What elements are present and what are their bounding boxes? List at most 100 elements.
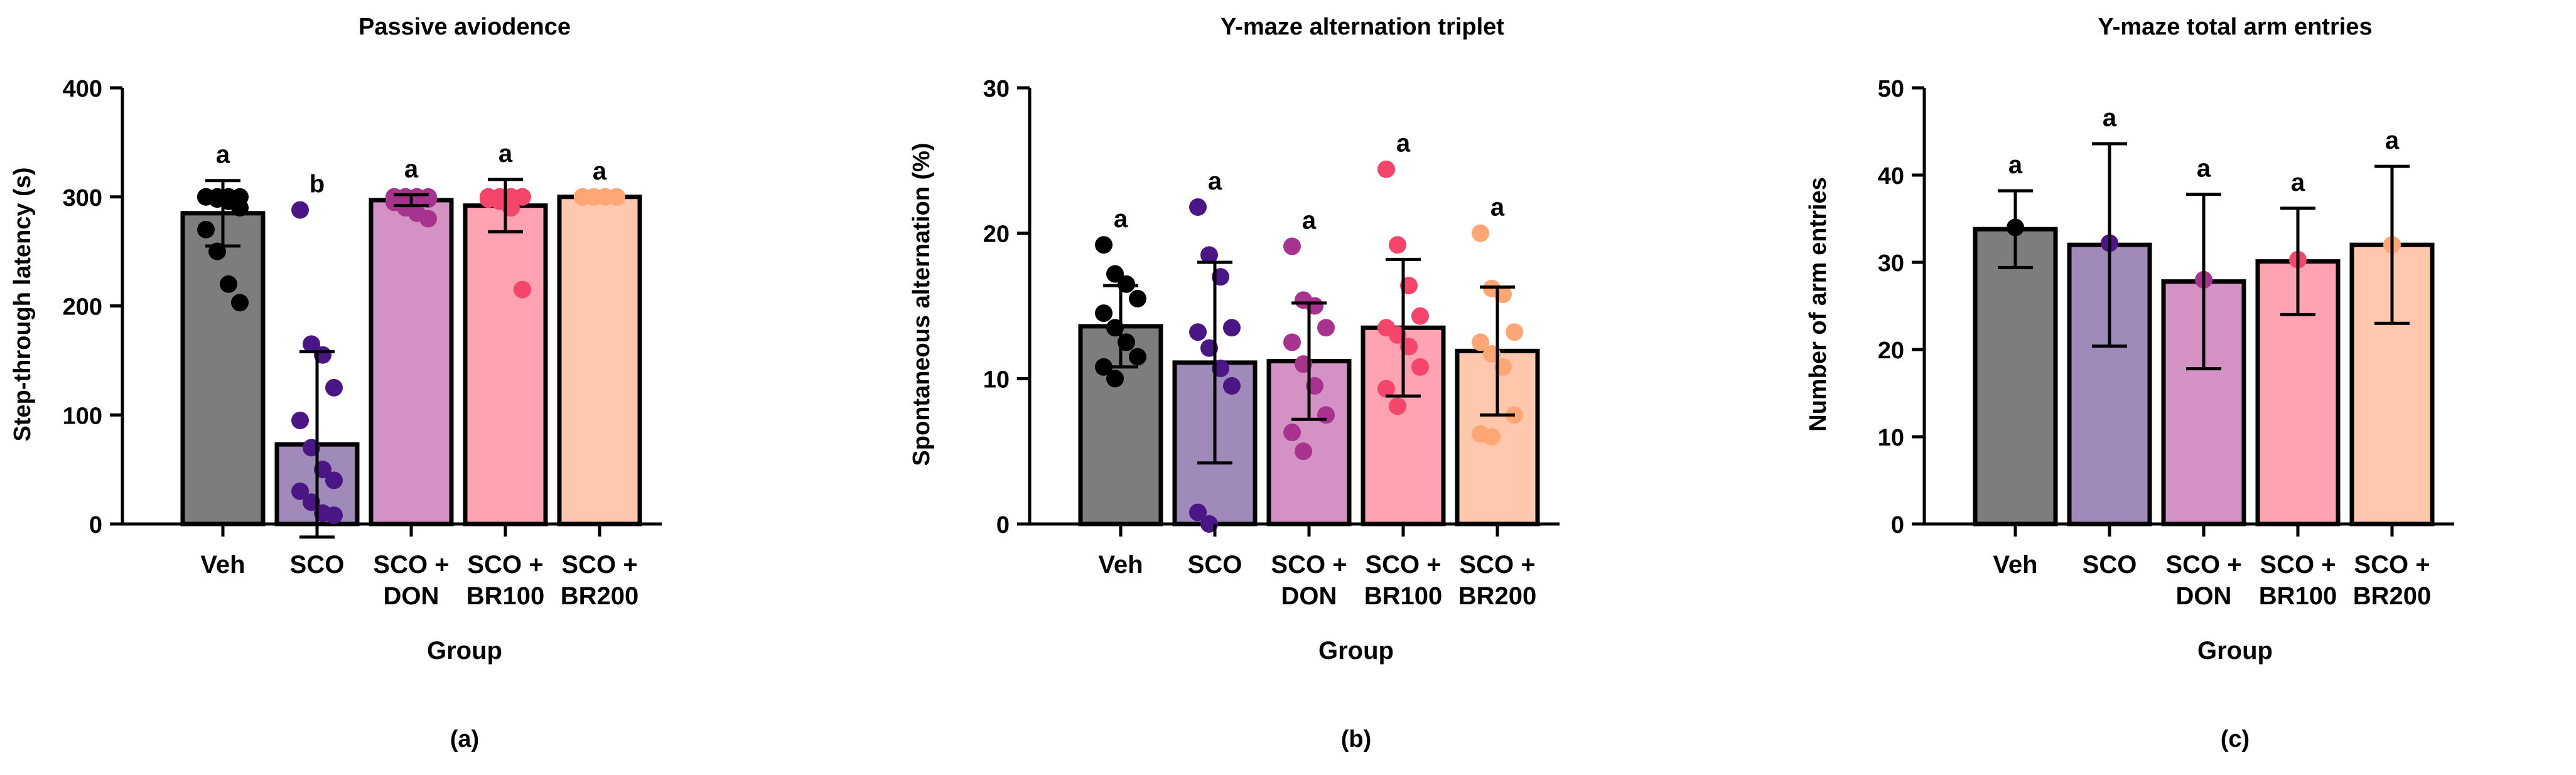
data-point bbox=[1129, 348, 1146, 366]
x-tick-label: DON bbox=[1281, 582, 1337, 610]
data-point bbox=[291, 482, 309, 500]
panel-c-label: (c) bbox=[2221, 726, 2250, 752]
data-point bbox=[1106, 370, 1124, 388]
significance-letter: a bbox=[1302, 207, 1317, 235]
data-point bbox=[1506, 323, 1523, 341]
y-tick-label: 50 bbox=[1878, 76, 1904, 102]
panel-a-title: Passive aviodence bbox=[358, 14, 571, 40]
data-point bbox=[1317, 319, 1335, 337]
y-tick-label: 200 bbox=[63, 294, 102, 321]
significance-letter: a bbox=[593, 158, 607, 185]
y-tick-label: 0 bbox=[1891, 512, 1904, 538]
data-point bbox=[514, 188, 531, 206]
panel-c-xlabel: Group bbox=[2197, 637, 2273, 665]
panel-c: Y-maze total arm entries Number of arm e… bbox=[1805, 14, 2454, 752]
y-tick-label: 100 bbox=[63, 403, 102, 429]
data-point bbox=[1129, 289, 1146, 307]
data-point bbox=[1283, 333, 1301, 351]
x-tick-label: SCO bbox=[2083, 551, 2137, 579]
data-point bbox=[1377, 380, 1395, 398]
data-point bbox=[231, 294, 249, 312]
data-point bbox=[325, 506, 343, 525]
panel-a-xlabel: Group bbox=[427, 637, 502, 665]
x-tick-label: SCO + bbox=[1365, 551, 1441, 579]
y-tick-label: 30 bbox=[1878, 250, 1904, 277]
bar bbox=[557, 195, 642, 526]
data-point bbox=[1411, 358, 1429, 376]
data-point bbox=[1095, 304, 1113, 323]
x-tick-label: BR100 bbox=[2259, 582, 2337, 610]
data-point bbox=[1389, 397, 1406, 415]
panel-a-ylabel: Step-through latency (s) bbox=[9, 167, 36, 441]
panel-b-title: Y-maze alternation triplet bbox=[1221, 14, 1504, 40]
data-point bbox=[1472, 333, 1489, 351]
significance-letter: a bbox=[1396, 130, 1411, 158]
x-tick-label: BR200 bbox=[2353, 582, 2432, 610]
x-tick-label: DON bbox=[2176, 582, 2232, 610]
data-point bbox=[1189, 323, 1207, 341]
data-point bbox=[303, 335, 320, 353]
x-tick-label: BR100 bbox=[1364, 582, 1443, 610]
data-point bbox=[325, 378, 343, 397]
x-tick-label: DON bbox=[384, 582, 439, 610]
bar bbox=[2255, 259, 2341, 526]
x-tick-label: BR200 bbox=[1458, 582, 1537, 610]
significance-letter: a bbox=[2291, 169, 2305, 196]
x-tick-label: SCO + bbox=[1459, 551, 1535, 579]
data-point bbox=[1189, 198, 1207, 216]
y-tick-label: 40 bbox=[1878, 163, 1904, 190]
y-tick-label: 10 bbox=[1878, 425, 1904, 451]
x-tick-label: SCO + bbox=[373, 551, 449, 579]
panel-b-label: (b) bbox=[1341, 726, 1372, 752]
x-tick-label: SCO bbox=[290, 551, 345, 579]
x-tick-label: SCO + bbox=[467, 551, 543, 579]
x-tick-label: SCO + bbox=[2354, 551, 2430, 579]
significance-letter: a bbox=[2008, 151, 2023, 179]
y-tick-label: 0 bbox=[89, 512, 102, 538]
significance-letter: a bbox=[1490, 194, 1505, 222]
x-tick-label: SCO + bbox=[1271, 551, 1347, 579]
data-point bbox=[1200, 246, 1218, 264]
data-point bbox=[1295, 442, 1312, 461]
data-point bbox=[1483, 428, 1501, 446]
panel-b-ylabel: Spontaneous alternation (%) bbox=[908, 142, 935, 466]
data-point bbox=[419, 210, 437, 228]
bar bbox=[180, 211, 266, 526]
significance-letter: a bbox=[1208, 168, 1222, 195]
x-tick-label: BR100 bbox=[466, 582, 545, 610]
panel-b-xlabel: Group bbox=[1318, 637, 1394, 665]
bar bbox=[1973, 227, 2058, 526]
significance-letter: a bbox=[1114, 205, 1128, 233]
significance-letter: a bbox=[2103, 104, 2117, 132]
y-tick-label: 20 bbox=[983, 222, 1010, 248]
x-tick-label: Veh bbox=[1993, 551, 2037, 579]
data-point bbox=[1189, 503, 1207, 521]
panel-a-plot: 0 100 200 300 400 a Veh b SCO a SCO + DON a SCO + BR10… bbox=[63, 76, 662, 610]
y-tick-label: 20 bbox=[1878, 338, 1904, 364]
significance-letter: b bbox=[310, 171, 325, 198]
panel-b: Y-maze alternation triplet Spontaneous a… bbox=[908, 14, 1560, 752]
panel-c-plot: 0 10 20 30 40 50 a Veh a SCO a SCO + DON a SCO + BR100 a… bbox=[1878, 76, 2454, 610]
y-tick-label: 0 bbox=[996, 512, 1010, 538]
data-point bbox=[325, 471, 343, 489]
panel-a-label: (a) bbox=[450, 726, 479, 752]
bar bbox=[463, 203, 548, 526]
significance-letter: a bbox=[2197, 155, 2211, 183]
panel-b-plot: 0 10 20 30 a Veh a SCO a SCO + DON a SCO + BR100 a SCO … bbox=[983, 76, 1560, 610]
panel-c-title: Y-maze total arm entries bbox=[2098, 14, 2372, 40]
significance-letter: a bbox=[498, 140, 513, 168]
significance-letter: a bbox=[216, 141, 230, 169]
data-point bbox=[1389, 236, 1406, 254]
x-tick-label: BR200 bbox=[561, 582, 639, 610]
data-point bbox=[1106, 265, 1124, 283]
y-tick-label: 30 bbox=[983, 76, 1010, 102]
y-tick-label: 300 bbox=[63, 185, 102, 211]
data-point bbox=[1472, 224, 1489, 242]
x-tick-label: SCO + bbox=[2165, 551, 2241, 579]
data-point bbox=[514, 281, 531, 299]
data-point bbox=[291, 411, 309, 429]
data-point bbox=[1283, 424, 1301, 442]
data-point bbox=[1411, 307, 1429, 325]
significance-letter: a bbox=[404, 155, 419, 183]
